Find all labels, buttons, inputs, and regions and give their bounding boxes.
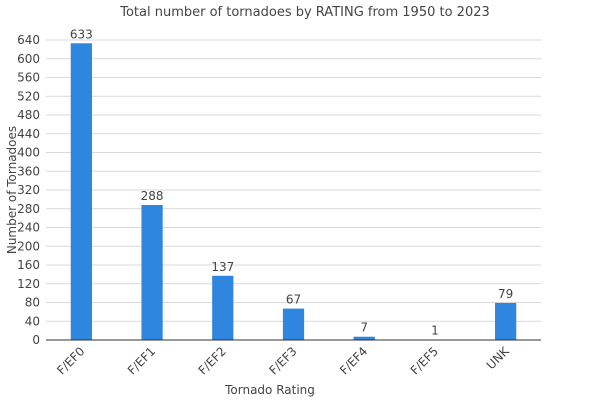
y-tick-label: 480 bbox=[17, 108, 40, 122]
x-tick-label: UNK bbox=[484, 343, 513, 372]
y-axis-title: Number of Tornadoes bbox=[5, 126, 19, 254]
bar bbox=[70, 43, 92, 340]
y-axis-ticks: 0 40 80 120 160 200 240 280 320 360 400 440 480 520 56… bbox=[17, 33, 40, 347]
bars bbox=[70, 43, 517, 340]
bar-value-label: 137 bbox=[211, 260, 234, 274]
x-tick-label: F/EF2 bbox=[196, 344, 229, 377]
y-tick-label: 280 bbox=[17, 202, 40, 216]
bar-value-label: 1 bbox=[431, 324, 439, 338]
bar bbox=[353, 336, 375, 340]
grid-lines bbox=[46, 39, 541, 322]
y-tick-label: 600 bbox=[17, 52, 40, 66]
y-tick-label: 520 bbox=[17, 89, 40, 103]
x-tick-label: F/EF3 bbox=[266, 344, 299, 377]
y-tick-label: 0 bbox=[32, 333, 40, 347]
y-tick-label: 40 bbox=[25, 314, 40, 328]
x-tick-label: F/EF0 bbox=[54, 344, 87, 377]
x-axis-title: Tornado Rating bbox=[224, 383, 315, 397]
y-tick-label: 360 bbox=[17, 164, 40, 178]
bar-value-label: 7 bbox=[360, 321, 368, 335]
y-tick-label: 160 bbox=[17, 258, 40, 272]
y-tick-label: 240 bbox=[17, 221, 40, 235]
chart-title: Total number of tornadoes by RATING from… bbox=[119, 5, 490, 20]
y-tick-label: 400 bbox=[17, 146, 40, 160]
y-tick-label: 440 bbox=[17, 127, 40, 141]
bar bbox=[495, 302, 517, 340]
y-tick-label: 120 bbox=[17, 277, 40, 291]
x-tick-label: F/EF5 bbox=[408, 344, 441, 377]
y-tick-label: 640 bbox=[17, 33, 40, 47]
y-tick-label: 200 bbox=[17, 239, 40, 253]
y-tick-label: 560 bbox=[17, 71, 40, 85]
y-tick-label: 320 bbox=[17, 183, 40, 197]
bar-value-label: 633 bbox=[70, 27, 93, 41]
bar-value-labels: 633 288 137 67 7 1 79 bbox=[70, 27, 513, 337]
bar bbox=[141, 205, 163, 340]
bar-value-label: 67 bbox=[286, 293, 301, 307]
x-tick-label: F/EF4 bbox=[337, 344, 370, 377]
y-tick-label: 80 bbox=[25, 296, 40, 310]
bar bbox=[212, 275, 234, 340]
x-tick-label: F/EF1 bbox=[125, 344, 158, 377]
bar-value-label: 79 bbox=[498, 287, 513, 301]
x-axis-ticks: F/EF0 F/EF1 F/EF2 F/EF3 F/EF4 F/EF5 UNK bbox=[54, 343, 512, 377]
bar-value-label: 288 bbox=[141, 189, 164, 203]
bar bbox=[282, 308, 305, 340]
